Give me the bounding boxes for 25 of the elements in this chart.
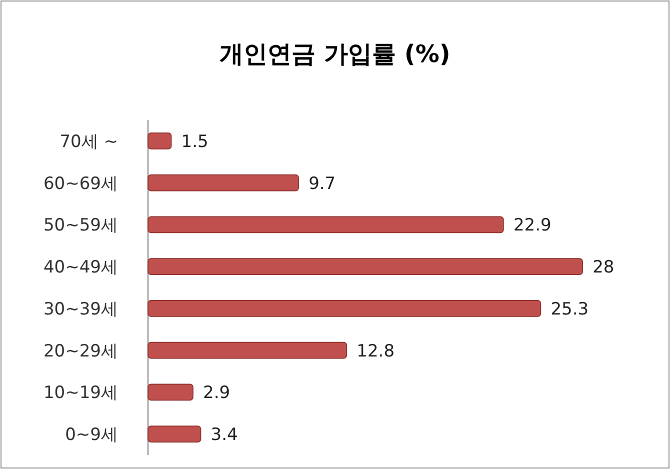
bar: [148, 300, 542, 317]
bar: [148, 384, 194, 401]
bar: [148, 258, 584, 275]
data-label: 9.7: [308, 174, 336, 194]
data-label: 28: [592, 258, 614, 278]
y-tick-label: 30~39세: [43, 299, 118, 320]
chart-title: 개인연금 가입률 (%): [220, 40, 450, 68]
data-label: 12.8: [356, 341, 395, 362]
data-label: 25.3: [550, 299, 589, 320]
bar: [148, 174, 299, 192]
y-tick-label: 40~49세: [43, 258, 118, 278]
y-tick-label: 60~69세: [43, 174, 118, 194]
y-tick-label: 50~59세: [43, 216, 118, 236]
y-tick-label: 20~29세: [43, 341, 118, 362]
bar: [148, 426, 202, 442]
bar: [148, 132, 172, 150]
data-label: 22.9: [513, 216, 552, 236]
bar: [148, 216, 504, 234]
data-label: 3.4: [210, 425, 238, 446]
data-label: 1.5: [181, 132, 208, 152]
y-tick-label: 0~9세: [65, 425, 118, 446]
bar: [148, 342, 348, 359]
y-tick-label: 70세 ~: [60, 132, 118, 152]
y-tick-label: 10~19세: [43, 383, 118, 404]
data-label: 2.9: [203, 383, 230, 404]
